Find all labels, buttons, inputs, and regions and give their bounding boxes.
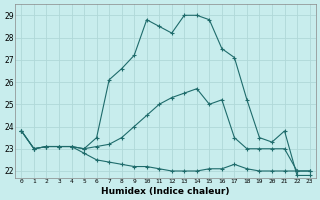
X-axis label: Humidex (Indice chaleur): Humidex (Indice chaleur)	[101, 187, 230, 196]
